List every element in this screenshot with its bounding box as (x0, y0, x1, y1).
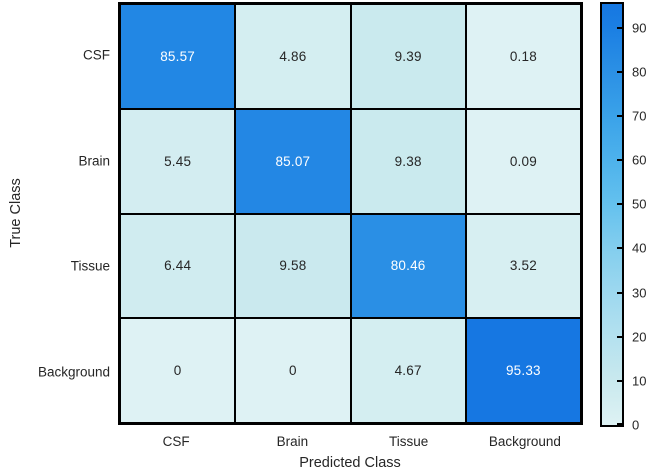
colorbar-tick-label-20: 20 (632, 329, 646, 345)
matrix-cell-background-tissue: 4.67 (350, 318, 466, 423)
matrix-cell-brain-csf: 5.45 (120, 108, 236, 214)
x-axis-title: Predicted Class (299, 455, 401, 471)
matrix-cell-csf-brain: 4.86 (235, 4, 351, 109)
colorbar-tick-label-50: 50 (632, 196, 646, 212)
y-tick-label-csf: CSF (83, 47, 110, 63)
matrix-cell-brain-background: 0.09 (465, 108, 581, 214)
colorbar-tick-label-0: 0 (632, 417, 640, 433)
matrix-cell-background-csf: 0 (120, 318, 236, 423)
colorbar-tick-20 (617, 335, 622, 338)
colorbar (600, 2, 624, 427)
matrix-cell-tissue-brain: 9.58 (235, 213, 351, 319)
matrix-cell-csf-tissue: 9.39 (350, 4, 466, 109)
x-tick-label-csf: CSF (162, 434, 190, 449)
colorbar-tick-0 (617, 423, 622, 425)
colorbar-tick-50 (617, 203, 622, 206)
matrix-cell-tissue-tissue: 80.46 (350, 213, 466, 319)
y-tick-label-brain: Brain (78, 153, 110, 169)
x-tick-label-background: Background (488, 434, 561, 449)
y-tick-label-tissue: Tissue (70, 258, 110, 274)
colorbar-tick-label-90: 90 (632, 20, 646, 36)
colorbar-tick-label-70: 70 (632, 108, 646, 124)
matrix-cell-background-background: 95.33 (465, 318, 581, 423)
colorbar-tick-60 (617, 159, 622, 162)
matrix-cell-background-brain: 0 (235, 318, 351, 423)
colorbar-tick-30 (617, 291, 622, 294)
matrix-cell-brain-brain: 85.07 (235, 108, 351, 214)
matrix-cell-tissue-csf: 6.44 (120, 213, 236, 319)
matrix-cell-csf-background: 0.18 (465, 4, 581, 109)
colorbar-tick-label-80: 80 (632, 64, 646, 80)
colorbar-tick-label-60: 60 (632, 152, 646, 168)
colorbar-tick-70 (617, 114, 622, 117)
y-axis-title: True Class (8, 178, 24, 248)
colorbar-tick-label-10: 10 (632, 373, 646, 389)
x-tick-label-brain: Brain (276, 434, 309, 449)
matrix-cell-csf-csf: 85.57 (120, 4, 236, 109)
colorbar-tick-90 (617, 26, 622, 29)
matrix-cell-brain-tissue: 9.38 (350, 108, 466, 214)
y-tick-label-background: Background (37, 364, 110, 380)
x-tick-label-tissue: Tissue (388, 434, 429, 449)
colorbar-tick-10 (617, 379, 622, 382)
confusion-matrix-grid: 85.57 4.86 9.39 0.18 5.45 85.07 9.38 0.09 6.44 9.… (118, 2, 583, 425)
colorbar-tick-80 (617, 70, 622, 73)
colorbar-tick-label-30: 30 (632, 285, 646, 300)
matrix-cell-tissue-background: 3.52 (465, 213, 581, 319)
colorbar-tick-label-40: 40 (632, 240, 646, 256)
colorbar-tick-40 (617, 247, 622, 250)
